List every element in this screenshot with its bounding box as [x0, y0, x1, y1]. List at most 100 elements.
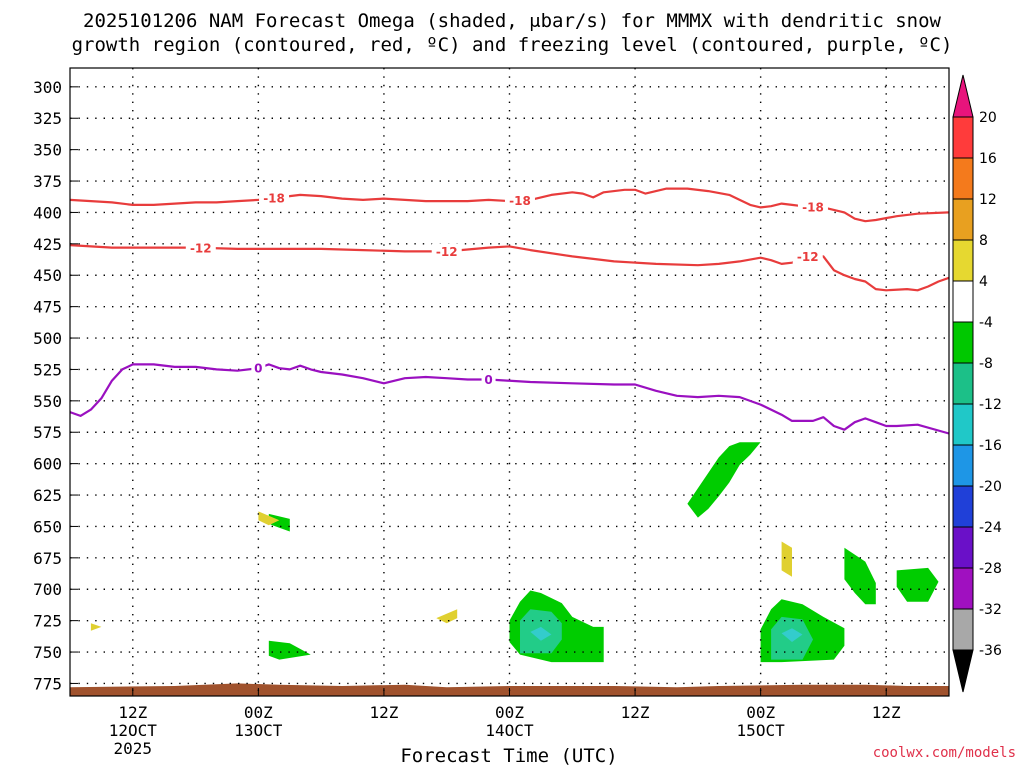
- colorbar-top-arrow: [952, 74, 974, 118]
- contour-label: 0: [254, 362, 262, 376]
- colorbar-band-5: [952, 321, 974, 364]
- contour-label-bg: [259, 189, 290, 206]
- colorbar-bottom-arrow: [952, 649, 974, 693]
- colorbar-label: -28: [979, 561, 1002, 577]
- colorbar-band-12: [952, 608, 974, 651]
- y-tick-label: 725: [33, 612, 62, 631]
- x-tick-label: 14OCT: [485, 721, 534, 740]
- omega-region-13: [90, 623, 102, 631]
- omega-region-12: [436, 609, 458, 624]
- axes-layer: 300 325 350 375 400 425 450 475 500 525 550 575 600 6…: [33, 67, 950, 758]
- contour-label-bg: [504, 192, 535, 209]
- omega-shading-layer: [90, 442, 939, 663]
- y-tick-label: 700: [33, 580, 62, 599]
- colorbar-band-7: [952, 403, 974, 446]
- omega-region-5: [530, 626, 552, 641]
- colorbar-band-6: [952, 362, 974, 405]
- y-tick-label: 600: [33, 455, 62, 474]
- x-tick-label: 2025: [114, 739, 153, 758]
- x-tick-label: 00Z: [746, 703, 775, 722]
- x-axis-label: Forecast Time (UTC): [400, 745, 618, 767]
- y-tick-label: 750: [33, 643, 62, 662]
- y-tick-label: 475: [33, 298, 62, 317]
- contour-label: -18: [802, 200, 824, 214]
- omega-region-10: [896, 567, 939, 602]
- contour-line--12: [69, 244, 950, 292]
- y-tick-label: 300: [33, 78, 62, 97]
- colorbar-label: 20: [979, 110, 997, 126]
- colorbar-band-3: [952, 239, 974, 282]
- contour-label: -12: [797, 250, 819, 264]
- y-tick-label: 525: [33, 360, 62, 379]
- colorbar-label: -8: [979, 356, 993, 372]
- x-tick-label: 12Z: [369, 703, 398, 722]
- colorbar-label: -24: [979, 520, 1002, 536]
- colorbar-label: 16: [979, 151, 997, 167]
- contour-layer: -18 -18 -18 -12 -12 -12 0 0: [69, 187, 950, 435]
- y-tick-label: 425: [33, 235, 62, 254]
- colorbar-band-1: [952, 157, 974, 200]
- x-tick-label: 00Z: [244, 703, 273, 722]
- colorbar-label: 12: [979, 192, 997, 208]
- y-tick-label: 550: [33, 392, 62, 411]
- y-tick-label: 675: [33, 549, 62, 568]
- x-tick-label: 12Z: [118, 703, 147, 722]
- plot-frame: [69, 67, 950, 697]
- chart-title-line2: growth region (contoured, red, ºC) and f…: [71, 34, 953, 56]
- y-tick-label: 325: [33, 109, 62, 128]
- colorbar-band-10: [952, 526, 974, 569]
- y-tick-label: 575: [33, 423, 62, 442]
- colorbar-label: -32: [979, 602, 1002, 618]
- omega-region-9: [844, 547, 876, 605]
- colorbar-label: -20: [979, 479, 1002, 495]
- x-tick-label: 13OCT: [234, 721, 283, 740]
- x-tick-label: 12OCT: [109, 721, 158, 740]
- colorbar-band-0: [952, 116, 974, 159]
- colorbar-band-8: [952, 444, 974, 487]
- contour-label-bg: [251, 360, 266, 377]
- chart-title-line1: 2025101206 NAM Forecast Omega (shaded, μ…: [83, 10, 941, 32]
- contour-label-bg: [792, 248, 823, 265]
- colorbar-band-4: [952, 280, 974, 323]
- y-tick-label: 775: [33, 674, 62, 693]
- colorbar-band-9: [952, 485, 974, 528]
- colorbar-label: 4: [979, 274, 988, 290]
- omega-region-2: [268, 640, 311, 660]
- y-tick-label: 650: [33, 517, 62, 536]
- y-tick-label: 625: [33, 486, 62, 505]
- omega-region-11: [258, 511, 280, 526]
- omega-region-0: [687, 442, 761, 518]
- colorbar-band-2: [952, 198, 974, 241]
- contour-label: -12: [436, 245, 458, 259]
- contour-label: -18: [509, 194, 531, 208]
- y-tick-label: 400: [33, 203, 62, 222]
- colorbar-band-11: [952, 567, 974, 610]
- contour-label-bg: [481, 371, 496, 388]
- colorbar-label: -16: [979, 438, 1002, 454]
- contour-label-bg: [185, 239, 216, 256]
- x-tick-label: 15OCT: [737, 721, 786, 740]
- x-tick-label: 12Z: [621, 703, 650, 722]
- contour-label-bg: [431, 243, 462, 260]
- contour-label-bg: [797, 198, 828, 215]
- contour-label: 0: [484, 373, 492, 387]
- credit-link[interactable]: coolwx.com/models: [872, 745, 1016, 761]
- y-tick-label: 450: [33, 266, 62, 285]
- colorbar: 20 16 12 8 4 -4 -8 -12 -16 -20 -24 -28 -32 -36: [952, 74, 1002, 693]
- grid-layer: [70, 68, 949, 696]
- x-tick-label: 12Z: [872, 703, 901, 722]
- y-tick-label: 350: [33, 141, 62, 160]
- colorbar-label: -12: [979, 397, 1002, 413]
- omega-region-8: [781, 628, 803, 642]
- y-tick-label: 375: [33, 172, 62, 191]
- y-tick-label: 500: [33, 329, 62, 348]
- x-tick-label: 00Z: [495, 703, 524, 722]
- colorbar-label: -4: [979, 315, 993, 331]
- contour-line-0: [69, 363, 950, 435]
- contour-label: -12: [190, 241, 212, 255]
- contour-label: -18: [263, 191, 285, 205]
- colorbar-label: 8: [979, 233, 988, 249]
- omega-region-14: [781, 541, 792, 577]
- colorbar-label: -36: [979, 643, 1002, 659]
